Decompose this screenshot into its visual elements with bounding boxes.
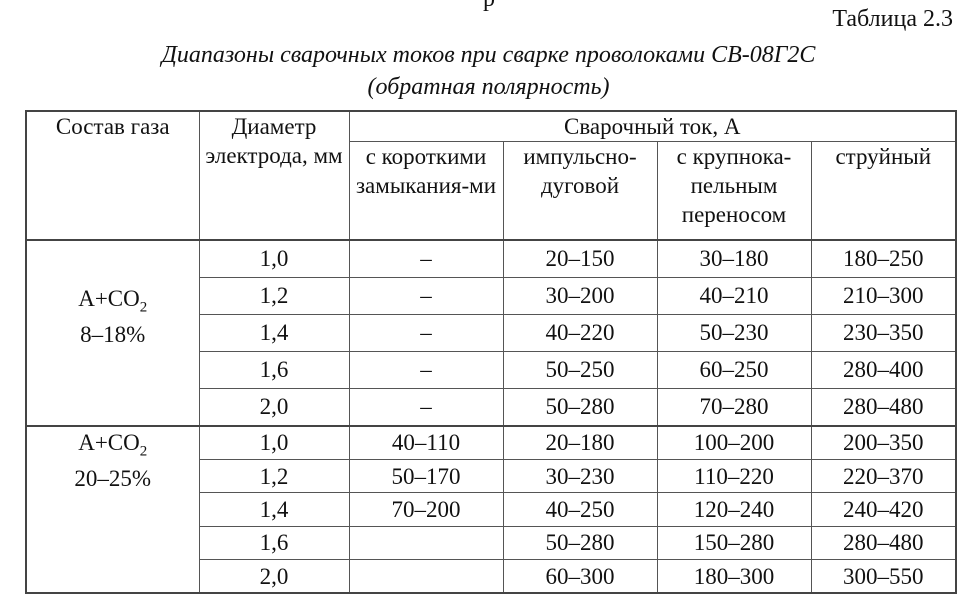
current-range-cell: 240–420 <box>810 492 957 527</box>
gas-range: 20–25% <box>74 466 152 492</box>
table-row: 2,0–50–280 70–280 280–480 <box>26 387 957 426</box>
current-range-cell: 60–300 <box>502 559 658 594</box>
gas-name: А+CO <box>78 429 140 455</box>
current-range-cell: 180–300 <box>656 559 812 594</box>
diameter-cell: 1,0 <box>198 424 350 460</box>
current-range-cell: 40–210 <box>656 276 812 315</box>
diameter-cell: 1,6 <box>198 525 350 561</box>
current-range-cell: 50–250 <box>502 350 658 389</box>
diameter-cell: 1,2 <box>198 276 350 315</box>
header-current: Сварочный ток, А <box>348 110 957 142</box>
current-range-cell: 40–110 <box>348 424 504 460</box>
table-subtitle: (обратная полярность) <box>367 74 610 100</box>
current-range-cell: – <box>348 313 504 352</box>
current-range-cell <box>348 525 504 561</box>
table-row: 2,0 60–300 180–300 300–550 <box>26 559 957 594</box>
cut-off-text: р <box>483 0 495 13</box>
current-range-cell: 30–180 <box>656 238 812 278</box>
current-range-cell: 70–200 <box>348 492 504 527</box>
header-mode: с короткими замыкания-ми <box>348 141 504 240</box>
current-range-cell: 30–200 <box>502 276 658 315</box>
current-range-cell: 40–250 <box>502 492 658 527</box>
gas-subscript: 2 <box>139 299 148 316</box>
current-range-cell: 50–280 <box>502 387 658 426</box>
gas-composition-cell: А+CO2 20–25% <box>25 424 200 594</box>
diameter-cell: 1,4 <box>198 313 350 352</box>
current-range-cell: 300–550 <box>810 559 957 594</box>
diameter-cell: 1,4 <box>198 492 350 527</box>
diameter-cell: 1,0 <box>198 238 350 278</box>
header-gas: Состав газа <box>25 110 200 240</box>
welding-current-table: Состав газа Диаметр электрода, мм Свароч… <box>25 110 957 595</box>
diameter-cell: 2,0 <box>198 387 350 426</box>
current-range-cell: 60–250 <box>656 350 812 389</box>
table-number: Таблица 2.3 <box>832 6 953 32</box>
current-range-cell: 50–280 <box>502 525 658 561</box>
gas-range: 8–18% <box>80 322 146 348</box>
current-range-cell: 210–300 <box>810 276 957 315</box>
table-title: Диапазоны сварочных токов при сварке про… <box>161 42 816 68</box>
current-range-cell: 50–230 <box>656 313 812 352</box>
table-row: А+CO2 8–18% 1,0–20–150 30–180 180–250 <box>25 238 957 426</box>
current-range-cell: 230–350 <box>810 313 957 352</box>
table-row: 1,2 50–170 30–230 110–220 220–370 <box>26 458 957 494</box>
current-range-cell: 40–220 <box>502 313 658 352</box>
table-row: А+CO2 20–25% 1,0 40–110 20–180 100–200 200–350 <box>25 424 957 594</box>
current-range-cell: 280–480 <box>810 525 957 561</box>
current-range-cell: – <box>348 238 504 278</box>
header-mode: струйный <box>810 141 957 240</box>
current-range-cell: 150–280 <box>656 525 812 561</box>
gas-name: А+CO <box>78 285 140 311</box>
gas-subscript: 2 <box>139 443 148 460</box>
current-range-cell: 20–150 <box>502 238 658 278</box>
current-range-cell: 120–240 <box>656 492 812 527</box>
gas-composition-cell: А+CO2 8–18% <box>25 238 200 426</box>
current-range-cell: – <box>348 387 504 426</box>
table-row: 1,6 50–280 150–280 280–480 <box>26 525 957 561</box>
header-diameter: Диаметр электрода, мм <box>198 110 350 240</box>
current-range-cell: 70–280 <box>656 387 812 426</box>
table-row: 1,2–30–200 40–210 210–300 <box>26 276 957 315</box>
current-range-cell: 220–370 <box>810 458 957 494</box>
current-range-cell: 280–480 <box>810 387 957 426</box>
diameter-cell: 1,2 <box>198 458 350 494</box>
current-range-cell: – <box>348 276 504 315</box>
current-range-cell: 280–400 <box>810 350 957 389</box>
diameter-cell: 1,6 <box>198 350 350 389</box>
current-range-cell: 30–230 <box>502 458 658 494</box>
current-range-cell: 200–350 <box>810 424 957 460</box>
current-range-cell: 20–180 <box>502 424 658 460</box>
current-range-cell: 110–220 <box>656 458 812 494</box>
current-range-cell: 50–170 <box>348 458 504 494</box>
current-range-cell: 180–250 <box>810 238 957 278</box>
table-row: 1,6–50–250 60–250 280–400 <box>26 350 957 389</box>
header-mode: с крупнока-пельным переносом <box>656 141 812 240</box>
table-row: 1,4 70–200 40–250 120–240 240–420 <box>26 492 957 527</box>
current-range-cell: – <box>348 350 504 389</box>
header-mode: импульсно-дуговой <box>502 141 658 240</box>
diameter-cell: 2,0 <box>198 559 350 594</box>
current-range-cell <box>348 559 504 594</box>
current-range-cell: 100–200 <box>656 424 812 460</box>
